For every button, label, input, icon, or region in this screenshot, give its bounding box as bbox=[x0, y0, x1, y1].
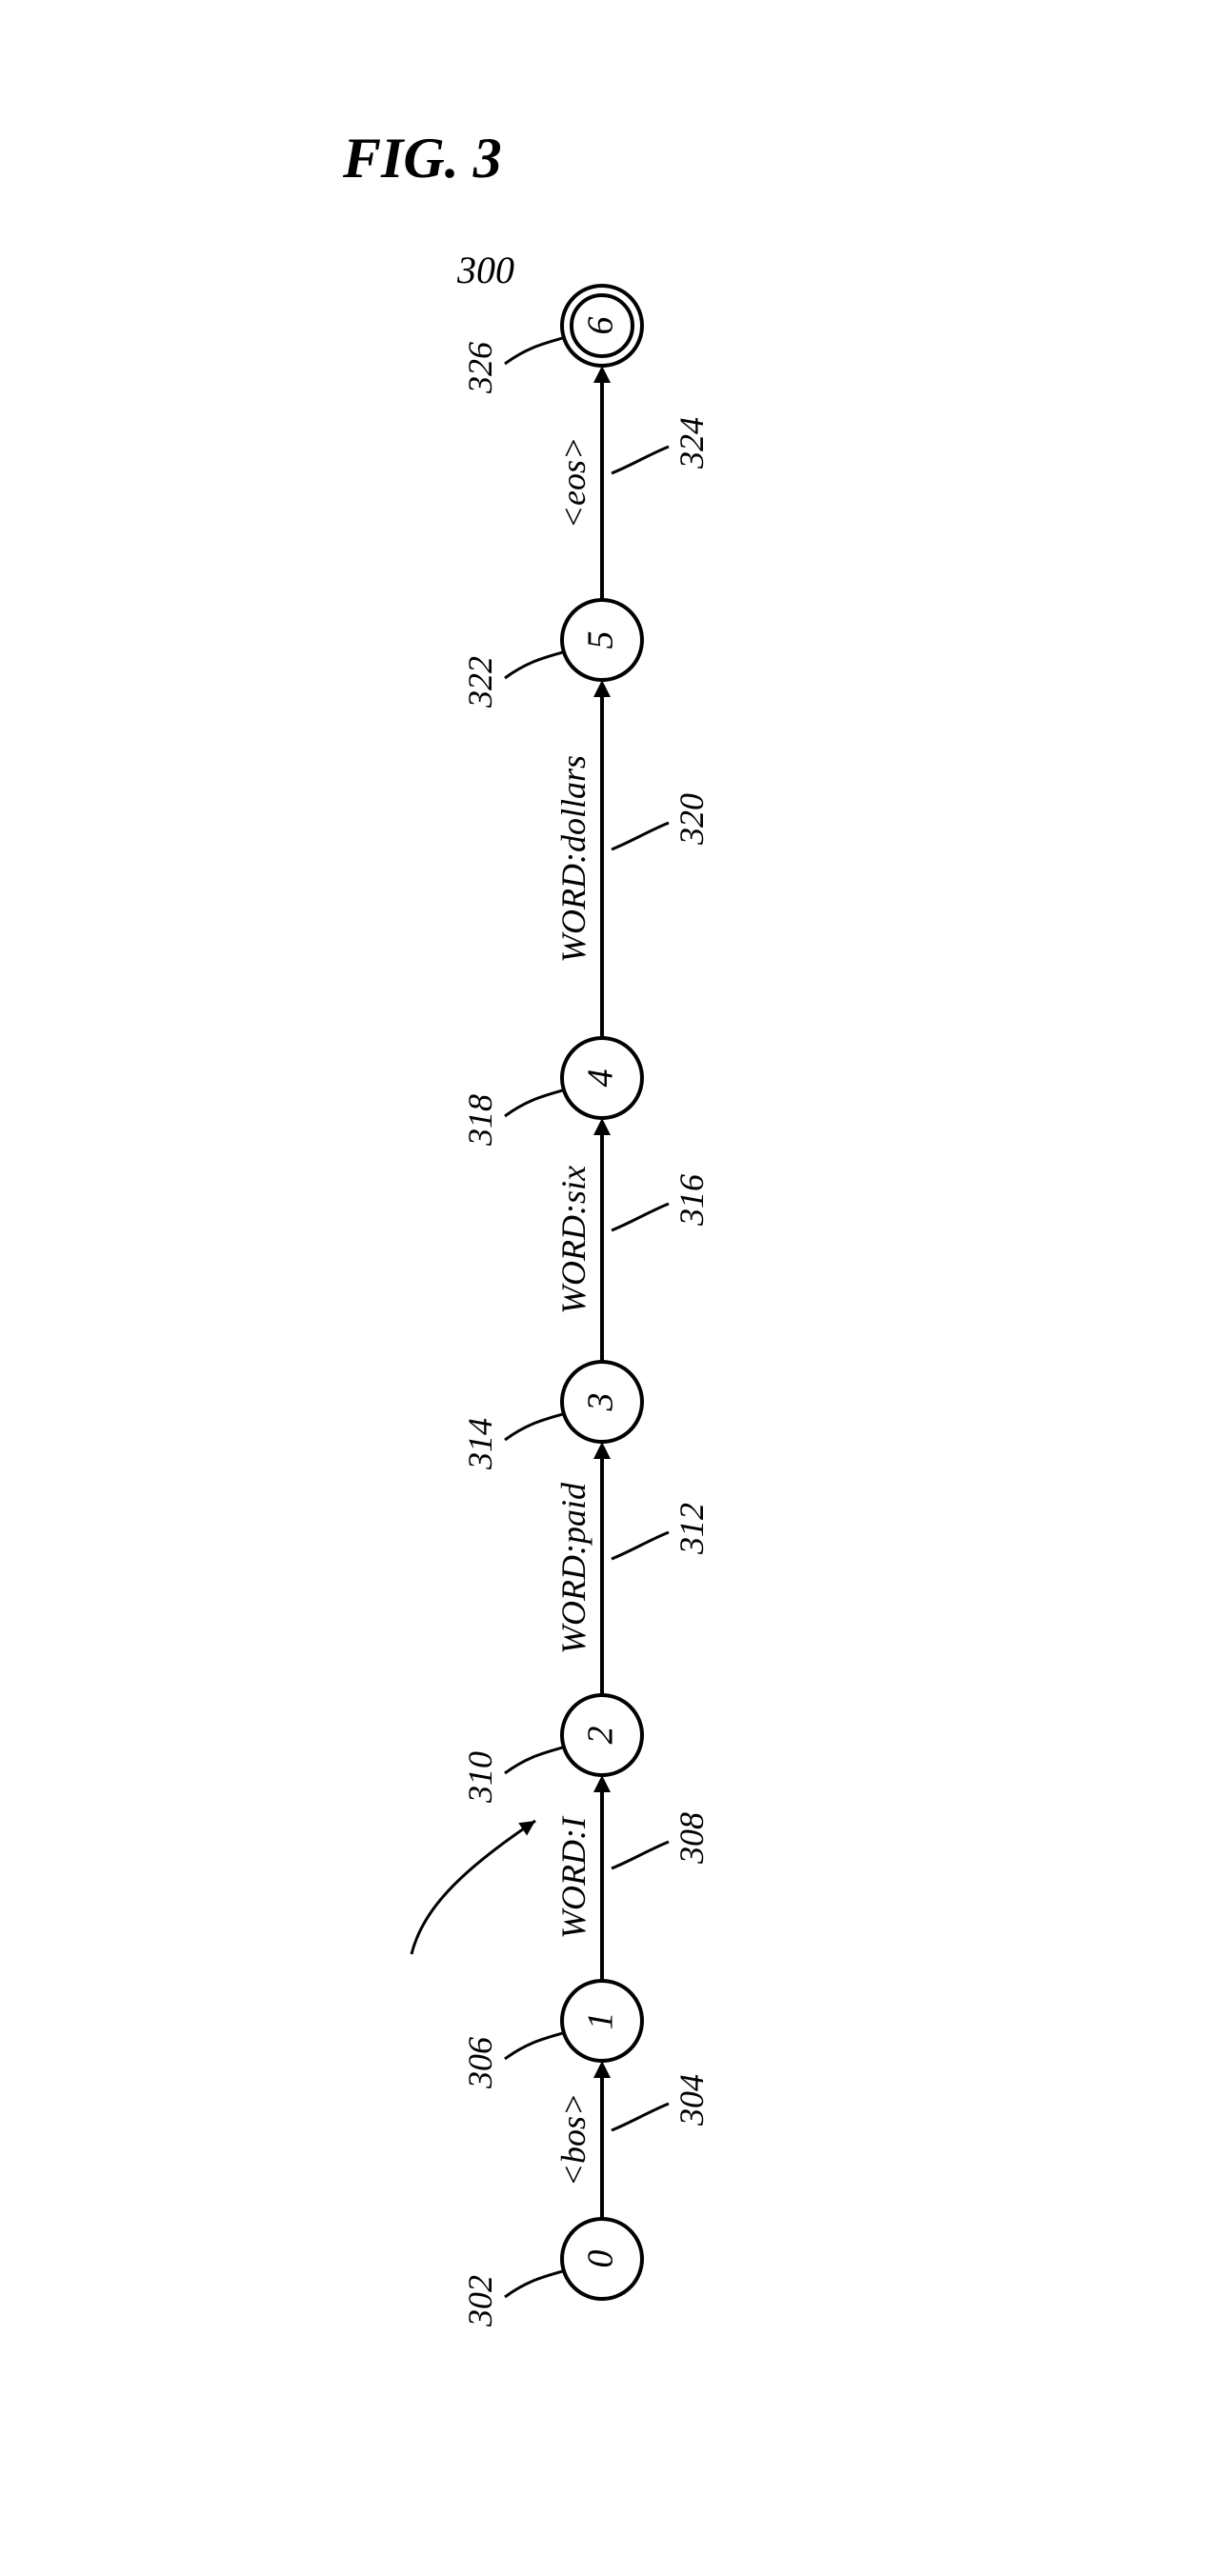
edge-label: WORD:paid bbox=[554, 1482, 592, 1654]
node-ref-num: 314 bbox=[461, 1418, 499, 1470]
state-node-label: 4 bbox=[581, 1069, 621, 1088]
node-ref-lead bbox=[505, 338, 564, 364]
edge-ref-lead bbox=[612, 447, 669, 473]
edge-ref-num: 312 bbox=[673, 1503, 711, 1555]
figure-ref-arrowhead bbox=[518, 1821, 535, 1836]
edge-ref-lead bbox=[612, 2104, 669, 2130]
edge-arrowhead bbox=[593, 2061, 611, 2078]
node-ref-lead bbox=[505, 1414, 564, 1440]
edge-arrowhead bbox=[593, 1442, 611, 1459]
node-ref-lead bbox=[505, 1747, 564, 1773]
node-ref-num: 302 bbox=[461, 2275, 499, 2327]
node-ref-lead bbox=[505, 2271, 564, 2297]
edge-ref-lead bbox=[612, 823, 669, 849]
edge-label: WORD:dollars bbox=[554, 755, 592, 963]
edge-ref-lead bbox=[612, 1532, 669, 1559]
edge-arrowhead bbox=[593, 1775, 611, 1792]
edge-ref-num: 308 bbox=[673, 1812, 711, 1865]
state-node-label: 6 bbox=[581, 317, 621, 335]
node-ref-num: 310 bbox=[461, 1751, 499, 1804]
edge-ref-lead bbox=[612, 1842, 669, 1868]
state-node-label: 5 bbox=[581, 631, 621, 649]
state-node-label: 1 bbox=[581, 2012, 621, 2030]
node-ref-lead bbox=[505, 2033, 564, 2059]
node-ref-num: 306 bbox=[461, 2037, 499, 2089]
edge-arrowhead bbox=[593, 366, 611, 383]
edge-label: WORD:I bbox=[554, 1815, 592, 1939]
edge-arrowhead bbox=[593, 680, 611, 697]
edge-ref-num: 316 bbox=[673, 1174, 711, 1227]
diagram-svg: <bos>304WORD:I308WORD:paid312WORD:six316… bbox=[0, 0, 1205, 2576]
node-ref-num: 326 bbox=[461, 342, 499, 394]
node-ref-num: 322 bbox=[461, 656, 499, 709]
state-node-label: 3 bbox=[581, 1393, 621, 1412]
edge-ref-num: 304 bbox=[673, 2074, 711, 2127]
diagram-canvas: FIG. 3 300 <bos>304WORD:I308WORD:paid312… bbox=[0, 0, 1205, 2576]
node-ref-lead bbox=[505, 652, 564, 678]
edge-arrowhead bbox=[593, 1118, 611, 1135]
edge-label: <eos> bbox=[554, 437, 592, 529]
edge-ref-num: 324 bbox=[673, 417, 711, 469]
node-ref-lead bbox=[505, 1090, 564, 1116]
edge-ref-num: 320 bbox=[673, 793, 711, 846]
figure-ref-lead bbox=[412, 1821, 535, 1954]
state-node-label: 2 bbox=[581, 1727, 621, 1745]
state-node-label: 0 bbox=[581, 2250, 621, 2268]
edge-label: <bos> bbox=[554, 2093, 592, 2187]
node-ref-num: 318 bbox=[461, 1094, 499, 1147]
edge-label: WORD:six bbox=[554, 1166, 592, 1314]
edge-ref-lead bbox=[612, 1204, 669, 1230]
